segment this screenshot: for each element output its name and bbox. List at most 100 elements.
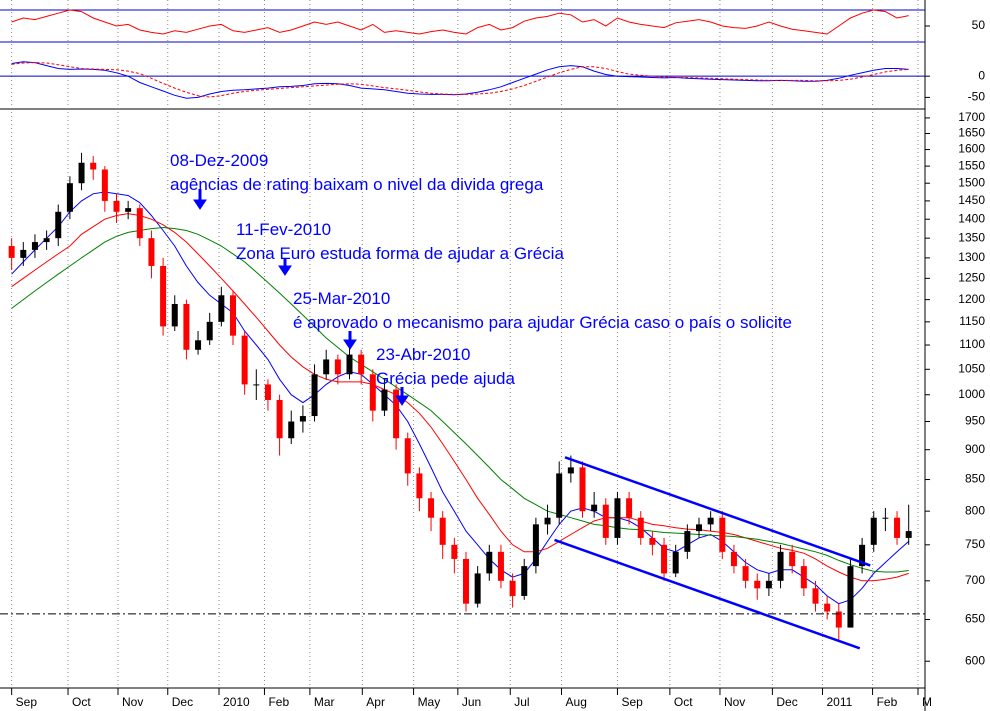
y-tick-label: 600 (965, 653, 985, 667)
candle-body (20, 249, 27, 258)
candle-body (31, 242, 38, 250)
candle-body (754, 580, 761, 589)
y-tick-label: 1700 (958, 110, 985, 124)
arrow-head (395, 395, 409, 406)
x-tick-label: Sep (16, 695, 38, 709)
candle-body (742, 566, 749, 581)
candle-body (556, 473, 563, 518)
candle-body (579, 467, 586, 512)
x-tick-label: Dec (776, 695, 797, 709)
candle-body (276, 399, 283, 439)
candle-body (497, 551, 504, 581)
candle-body (358, 354, 365, 375)
candle-body (78, 162, 85, 184)
annotation-text: Grécia pede ajuda (376, 369, 515, 388)
indicator-line (11, 9, 909, 35)
annotation-text: é aprovado o mecanismo para ajudar Gréci… (293, 313, 792, 332)
x-tick-label: Nov (724, 695, 745, 709)
y-tick-label: 1050 (958, 361, 985, 375)
candle-body (602, 504, 609, 538)
arrows (193, 189, 409, 406)
candle-body (672, 551, 679, 574)
candle-body (777, 551, 784, 581)
candle-body (847, 566, 854, 628)
candle-body (66, 183, 73, 212)
candle-body (346, 354, 353, 375)
y-tick-label: 0 (978, 68, 985, 82)
x-tick-label: Feb (268, 695, 289, 709)
candle-body (299, 416, 306, 422)
x-tick-label: Nov (122, 695, 143, 709)
y-tick-label: 1250 (958, 271, 985, 285)
candle-body (136, 208, 143, 239)
candle-body (416, 473, 423, 499)
candle-body (404, 438, 411, 474)
candle-body (591, 504, 598, 512)
candle-body (439, 517, 446, 545)
x-tick-label: Apr (366, 695, 385, 709)
candle-body (730, 551, 737, 567)
y-tick-label: 1000 (958, 387, 985, 401)
y-tick-label: 1350 (958, 230, 985, 244)
x-tick-label: Feb (877, 695, 898, 709)
trend-line (564, 456, 871, 567)
candle-body (824, 603, 831, 612)
candle-body (789, 551, 796, 567)
x-tick-label: Mar (314, 695, 335, 709)
candle-body (474, 573, 481, 604)
annotation-date: 23-Abr-2010 (376, 345, 471, 364)
y-tick-label: 50 (972, 18, 986, 32)
candle-body (171, 303, 178, 327)
y-tick-label: 950 (965, 414, 985, 428)
x-tick-label: 2011 (826, 695, 852, 709)
candle-body (462, 558, 469, 604)
candle-body (521, 566, 528, 596)
candle-body (812, 588, 819, 604)
candle-body (544, 517, 551, 525)
candle-body (206, 321, 213, 341)
candle-body (125, 208, 132, 212)
candle-body (393, 389, 400, 439)
candle-body (835, 611, 842, 628)
candle-body (870, 517, 877, 545)
candle-body (509, 580, 516, 596)
trend-line (554, 538, 861, 650)
candle-body (369, 374, 376, 411)
candle-body (894, 517, 901, 538)
candle-body (8, 245, 15, 258)
x-tick-label: Aug (566, 695, 587, 709)
candle-body (626, 498, 633, 518)
moving-average (11, 226, 909, 573)
candle-body (241, 335, 248, 385)
candle-body (113, 200, 120, 212)
y-tick-label: 900 (965, 442, 985, 456)
candle-body (101, 169, 108, 201)
arrow-head (278, 265, 292, 276)
candle-body (311, 374, 318, 417)
x-tick-label: Dec (172, 695, 193, 709)
candle-body (148, 238, 155, 266)
candle-body (649, 537, 656, 545)
annotation-date: 08-Dez-2009 (170, 151, 268, 170)
x-tick-label: May (418, 695, 441, 709)
candle-body (637, 517, 644, 538)
annotation-text: agências de rating baixam o nivel da div… (170, 175, 544, 194)
y-tick-label: 1650 (958, 126, 985, 140)
arrow-head (343, 339, 357, 350)
x-tick-label: Jun (462, 695, 481, 709)
candle-body (218, 295, 225, 322)
y-tick-label: 1300 (958, 250, 985, 264)
candle-body (661, 544, 668, 574)
candle-body (229, 295, 236, 336)
annotation-date: 11-Fev-2010 (236, 220, 331, 239)
candle-body (707, 517, 714, 525)
y-tick-label: 750 (965, 537, 985, 551)
moving-average (11, 213, 909, 582)
candle-body (684, 531, 691, 552)
candle-body (323, 359, 330, 375)
candle-body (451, 544, 458, 559)
y-tick-label: 1450 (958, 193, 985, 207)
y-tick-label: 850 (965, 472, 985, 486)
y-tick-label: 1600 (958, 142, 985, 156)
